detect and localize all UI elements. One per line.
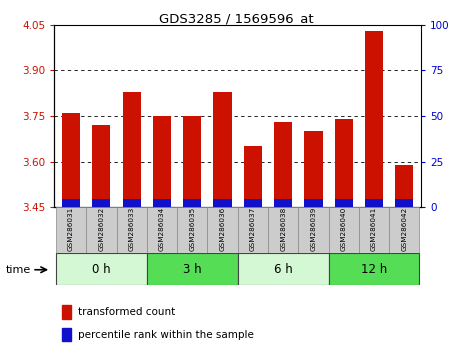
- Text: GSM286031: GSM286031: [68, 207, 74, 251]
- Text: GSM286039: GSM286039: [310, 207, 316, 251]
- Bar: [329, 207, 359, 253]
- Text: GSM286040: GSM286040: [341, 207, 347, 251]
- Bar: [365, 200, 383, 207]
- Bar: [177, 207, 207, 253]
- Bar: [244, 146, 262, 200]
- Bar: [116, 207, 147, 253]
- Bar: [61, 305, 71, 319]
- Bar: [213, 200, 232, 207]
- Bar: [56, 207, 86, 253]
- Text: 0 h: 0 h: [92, 263, 111, 275]
- Bar: [147, 207, 177, 253]
- Bar: [92, 200, 110, 207]
- Bar: [298, 207, 329, 253]
- Bar: [147, 253, 237, 285]
- Bar: [153, 200, 171, 207]
- Text: GSM286034: GSM286034: [159, 207, 165, 251]
- Text: GSM286037: GSM286037: [250, 207, 256, 251]
- Bar: [183, 200, 201, 207]
- Bar: [304, 131, 323, 200]
- Bar: [274, 122, 292, 200]
- Bar: [237, 207, 268, 253]
- Text: 12 h: 12 h: [361, 263, 387, 275]
- Text: GSM286032: GSM286032: [98, 207, 105, 251]
- Text: transformed count: transformed count: [78, 307, 175, 317]
- Bar: [153, 116, 171, 200]
- Text: 3 h: 3 h: [183, 263, 201, 275]
- Bar: [207, 207, 237, 253]
- Bar: [62, 113, 80, 200]
- Text: GSM286042: GSM286042: [401, 207, 407, 251]
- Bar: [61, 328, 71, 341]
- Bar: [244, 200, 262, 207]
- Bar: [395, 200, 413, 207]
- Bar: [123, 200, 141, 207]
- Bar: [92, 125, 110, 200]
- Bar: [268, 207, 298, 253]
- Text: GSM286035: GSM286035: [189, 207, 195, 251]
- Bar: [395, 165, 413, 200]
- Bar: [183, 116, 201, 200]
- Text: 6 h: 6 h: [274, 263, 292, 275]
- Bar: [213, 92, 232, 200]
- Bar: [334, 119, 353, 200]
- Bar: [329, 253, 420, 285]
- Bar: [365, 31, 383, 200]
- Bar: [56, 253, 147, 285]
- Bar: [304, 200, 323, 207]
- Text: GSM286038: GSM286038: [280, 207, 286, 251]
- Text: percentile rank within the sample: percentile rank within the sample: [78, 330, 254, 339]
- Text: GDS3285 / 1569596_at: GDS3285 / 1569596_at: [159, 12, 314, 25]
- Bar: [62, 200, 80, 207]
- Text: GSM286033: GSM286033: [129, 207, 135, 251]
- Bar: [237, 253, 329, 285]
- Bar: [274, 200, 292, 207]
- Bar: [389, 207, 420, 253]
- Bar: [334, 200, 353, 207]
- Bar: [359, 207, 389, 253]
- Bar: [123, 92, 141, 200]
- Text: time: time: [6, 265, 31, 275]
- Bar: [86, 207, 116, 253]
- Text: GSM286036: GSM286036: [219, 207, 226, 251]
- Text: GSM286041: GSM286041: [371, 207, 377, 251]
